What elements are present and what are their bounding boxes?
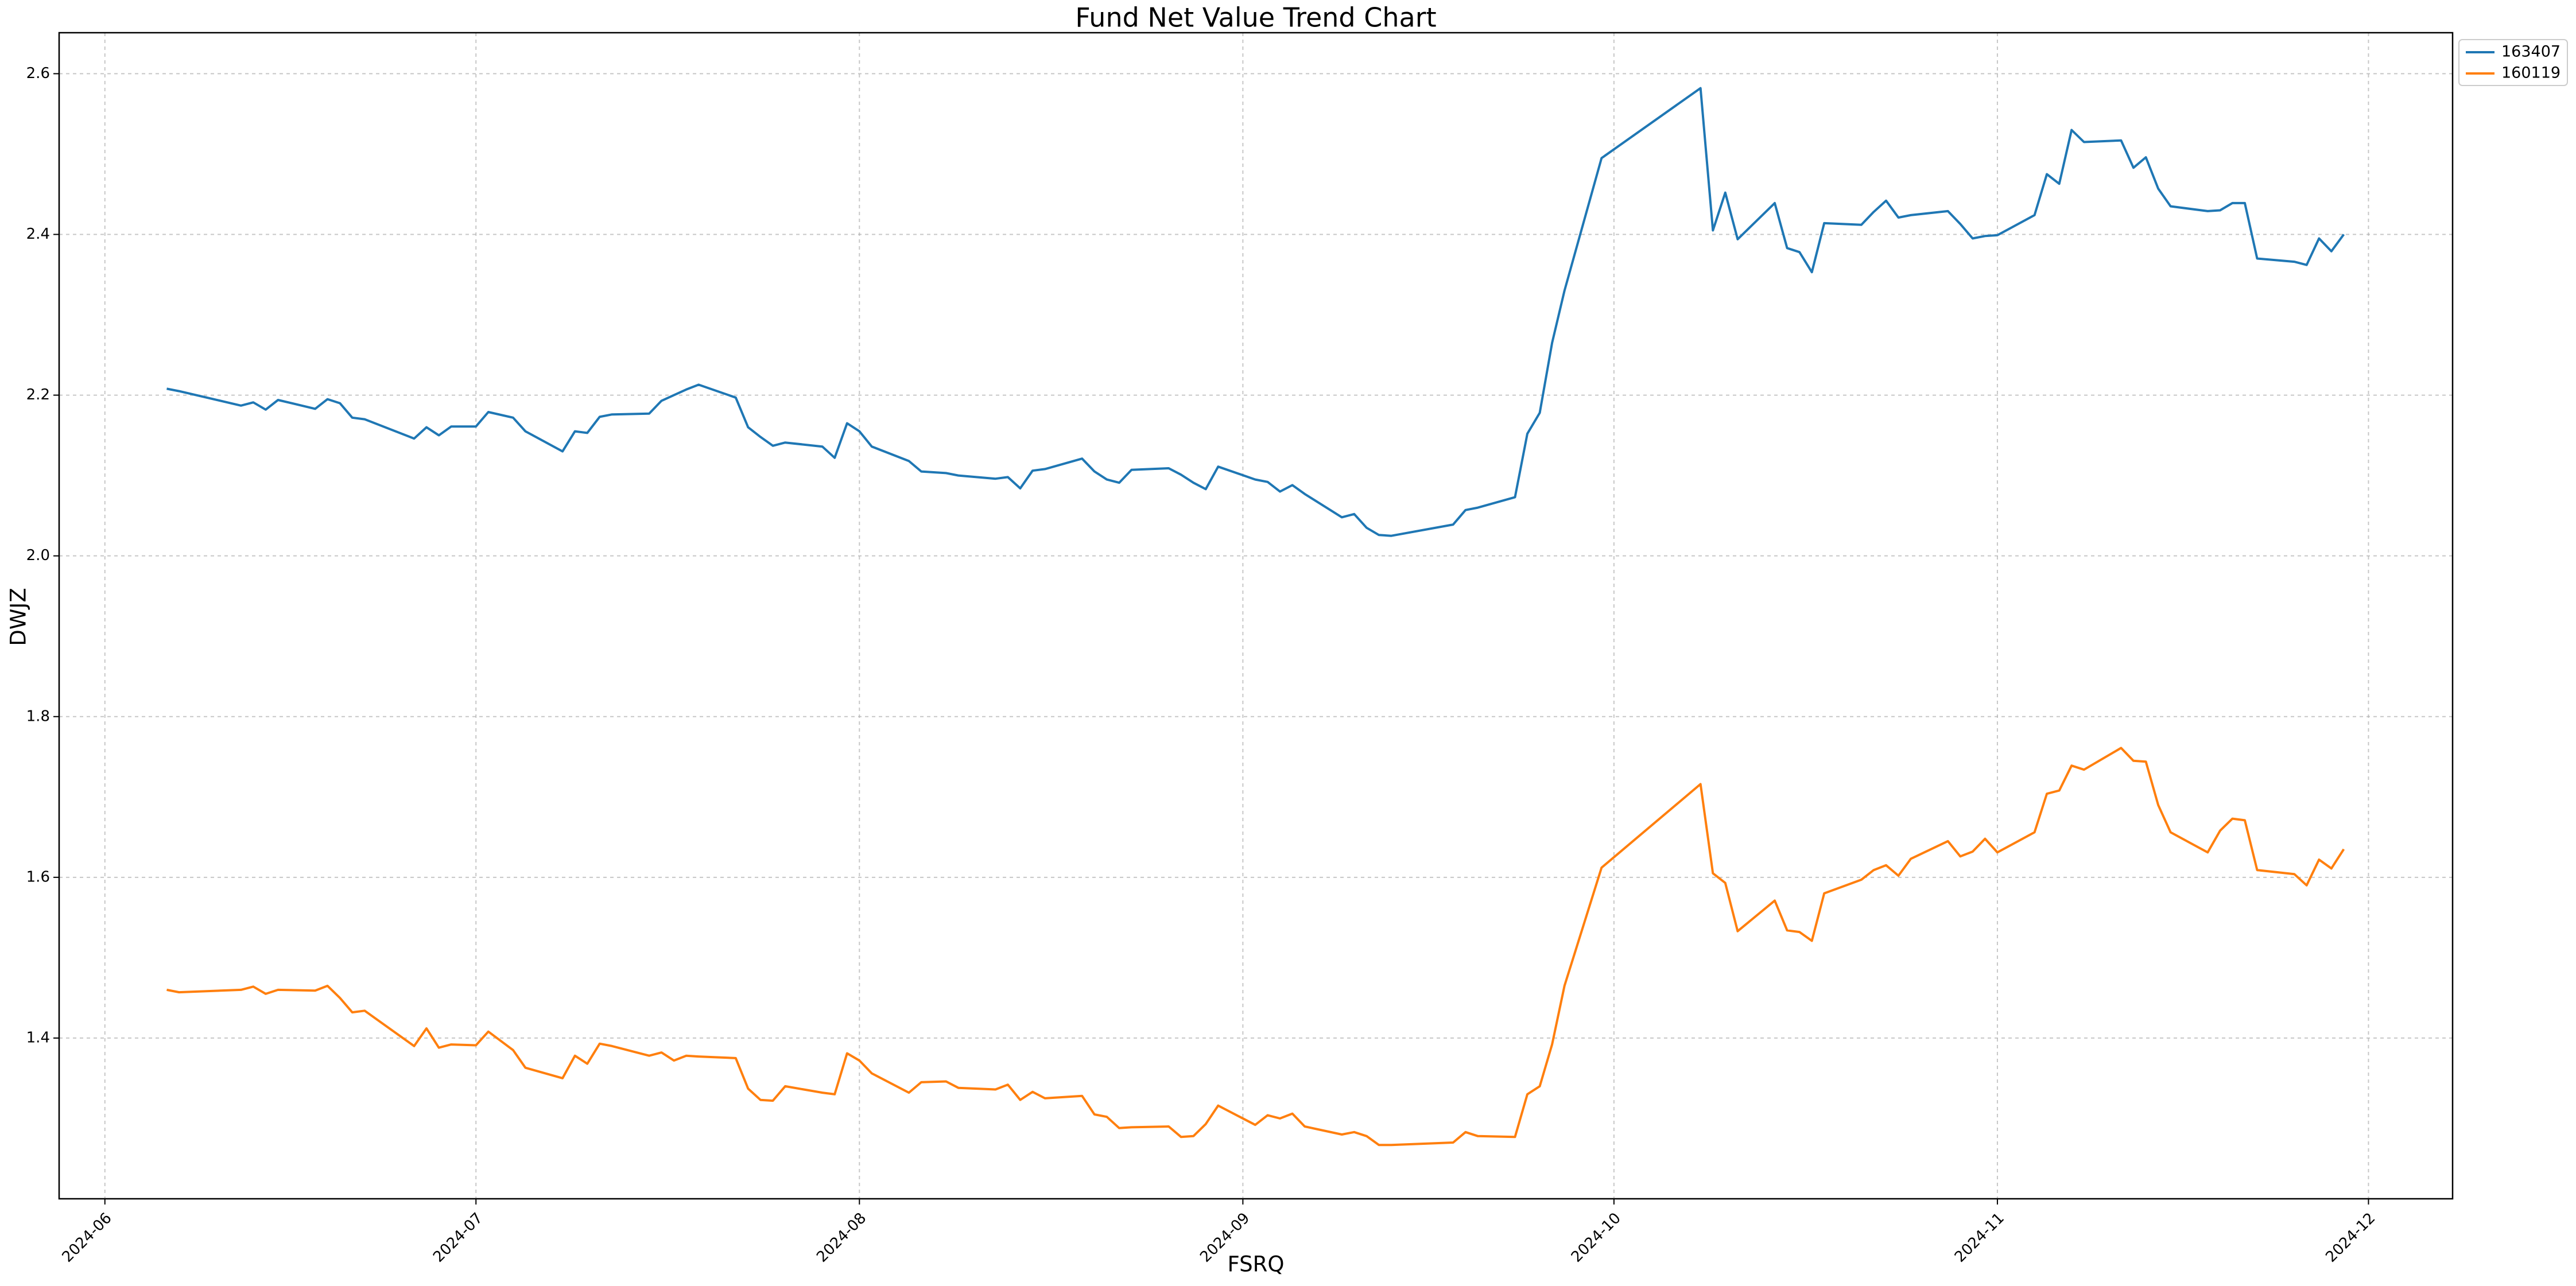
x-axis-label: FSRQ bbox=[1228, 1252, 1285, 1277]
x-tick-label: 2024-10 bbox=[1568, 1210, 1624, 1266]
chart-title: Fund Net Value Trend Chart bbox=[1075, 2, 1436, 33]
y-tick-label: 2.4 bbox=[26, 226, 50, 243]
y-tick-label: 2.6 bbox=[26, 65, 50, 82]
y-tick-label: 2.0 bbox=[26, 547, 50, 564]
legend-label: 160119 bbox=[2501, 64, 2561, 82]
series-line bbox=[166, 87, 2345, 537]
y-tick-label: 2.2 bbox=[26, 386, 50, 403]
y-tick-label: 1.8 bbox=[26, 708, 50, 725]
y-axis-label: DWJZ bbox=[6, 588, 31, 646]
x-tick-label: 2024-06 bbox=[59, 1210, 115, 1266]
x-tick-label: 2024-08 bbox=[813, 1210, 870, 1266]
legend-label: 163407 bbox=[2501, 43, 2561, 61]
series-line bbox=[166, 747, 2345, 1147]
x-tick-label: 2024-07 bbox=[430, 1210, 486, 1266]
y-tick-label: 1.6 bbox=[26, 868, 50, 885]
x-tick-label: 2024-12 bbox=[2322, 1210, 2379, 1266]
y-tick-label: 1.4 bbox=[26, 1029, 50, 1046]
x-tick-label: 2024-11 bbox=[1952, 1210, 2008, 1266]
plot-frame bbox=[58, 32, 2454, 1200]
